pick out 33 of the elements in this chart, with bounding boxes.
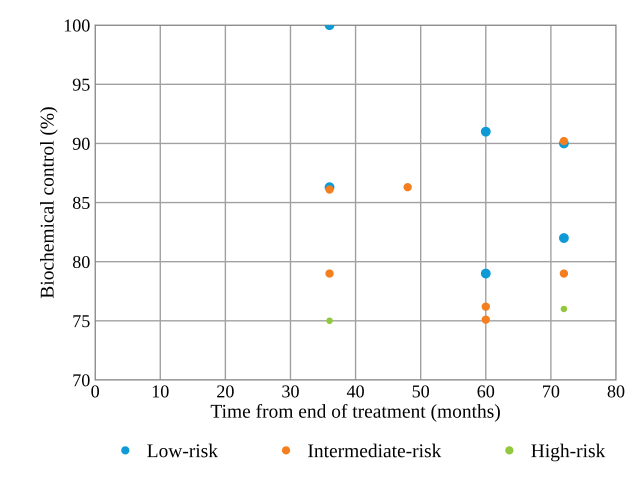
x-tick-label: 20	[217, 385, 234, 398]
x-tick-label: 50	[412, 385, 430, 398]
x-tick-label: 80	[608, 385, 624, 398]
y-tick-label: 70	[73, 374, 90, 386]
x-tick-label: 60	[478, 385, 494, 398]
x-tick-label: 10	[152, 385, 169, 398]
point	[480, 268, 491, 278]
point	[560, 269, 568, 278]
x-tick-label: 40	[346, 385, 364, 398]
legend-label: High-risk	[531, 444, 606, 462]
y-axis-title: Biochemical control (%)	[40, 107, 58, 298]
x-tick-label: 70	[543, 385, 560, 398]
y-tick-label: 95	[72, 78, 90, 91]
x-tick-label: 30	[282, 385, 299, 398]
point	[480, 126, 491, 137]
point	[325, 185, 334, 194]
point	[326, 318, 333, 324]
point	[325, 269, 334, 278]
point	[560, 306, 568, 312]
y-tick-label: 90	[72, 138, 90, 150]
y-tick-label: 100	[64, 19, 90, 32]
legend-label: Low-risk	[147, 444, 218, 458]
y-tick-label: 85	[72, 196, 90, 209]
legend-label: Intermediate-risk	[308, 444, 442, 458]
y-tick-label: 75	[73, 315, 90, 328]
point	[403, 183, 412, 192]
point	[482, 302, 490, 311]
x-axis-title: Time from end of treatment (months)	[210, 404, 500, 422]
point	[560, 136, 568, 146]
point	[482, 315, 490, 324]
point	[559, 233, 569, 243]
y-tick-label: 80	[72, 256, 90, 268]
x-tick-label: 0	[91, 385, 99, 398]
